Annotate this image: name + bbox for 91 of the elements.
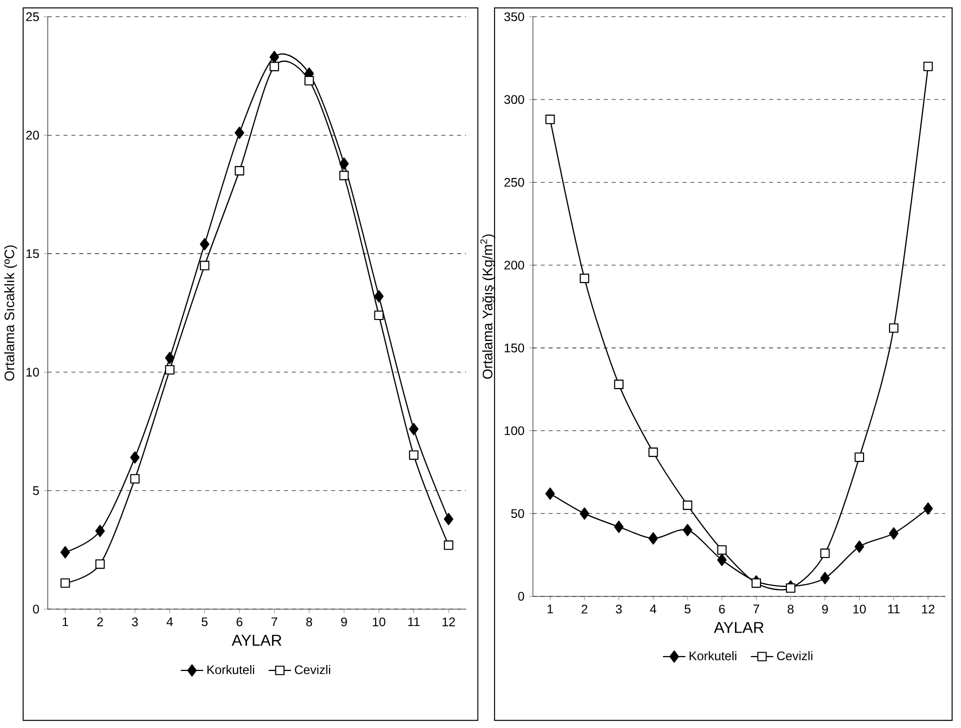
x-tick-label: 7	[272, 617, 278, 626]
legend-label: Korkuteli	[690, 651, 736, 660]
y-axis-title: Ortalama Yağış (Kg/m$^{2}$)	[480, 234, 496, 379]
x-tick-label: 12	[442, 617, 455, 626]
y-axis-title: Ortalama Sıcaklık (ºC)	[4, 245, 18, 381]
point	[130, 474, 140, 484]
point	[200, 238, 210, 250]
point	[923, 502, 933, 515]
point	[752, 578, 761, 588]
x-tick-label: 9	[341, 617, 347, 626]
x-tick-label: 5	[684, 604, 691, 614]
point	[648, 532, 658, 544]
point	[165, 352, 175, 364]
point	[682, 524, 692, 536]
point	[854, 540, 864, 553]
point	[545, 114, 555, 124]
point	[786, 583, 796, 593]
legend-label: Cevizli	[294, 664, 330, 674]
y-tick-label: 20	[26, 130, 39, 140]
point	[444, 540, 454, 550]
point	[682, 500, 692, 510]
y-tick-label: 0	[32, 604, 39, 614]
y-tick-label: 15	[26, 249, 39, 258]
point	[234, 166, 244, 176]
point	[304, 76, 314, 86]
y-tick-label: 5	[32, 486, 39, 495]
point	[339, 170, 349, 180]
point	[614, 380, 624, 389]
point	[923, 62, 933, 72]
x-tick-label: 1	[62, 617, 68, 626]
x-tick-label: 8	[788, 604, 794, 614]
x-tick-label: 4	[166, 617, 173, 626]
point	[545, 487, 555, 500]
point	[580, 507, 590, 520]
point	[580, 274, 590, 284]
x-tick-label: 12	[922, 604, 934, 614]
point	[165, 364, 174, 374]
point	[408, 422, 418, 436]
point	[614, 520, 624, 533]
point	[854, 452, 864, 462]
x-tick-label: 2	[97, 617, 103, 626]
y-tick-label: 350	[504, 12, 524, 22]
point	[820, 548, 830, 558]
point	[60, 546, 70, 558]
point	[95, 559, 105, 569]
x-tick-label: 7	[753, 604, 760, 614]
point	[888, 323, 898, 333]
x-tick-label: 10	[853, 604, 866, 614]
x-tick-label: 1	[548, 604, 553, 614]
point	[339, 157, 349, 170]
x-tick-label: 2	[582, 604, 588, 614]
point	[820, 572, 830, 584]
x-tick-label: 8	[306, 617, 312, 626]
point	[95, 524, 105, 538]
point	[374, 310, 384, 320]
point	[717, 545, 727, 555]
y-tick-label: 200	[504, 260, 524, 270]
y-tick-label: 50	[511, 509, 524, 518]
x-tick-label: 5	[202, 617, 208, 626]
point	[270, 62, 280, 72]
x-tick-label: 6	[236, 617, 242, 626]
point	[200, 260, 210, 270]
point	[60, 578, 70, 588]
point	[130, 451, 140, 464]
x-tick-label: 11	[888, 604, 900, 614]
x-tick-label: 3	[616, 604, 622, 614]
y-tick-label: 25	[26, 12, 39, 22]
x-tick-label: 6	[719, 604, 725, 614]
x-tick-label: 9	[822, 604, 828, 614]
y-tick-label: 250	[504, 178, 524, 187]
y-tick-label: 10	[26, 368, 39, 376]
point	[648, 447, 658, 457]
x-tick-label: 3	[132, 617, 138, 626]
y-tick-label: 0	[518, 592, 524, 601]
x-tick-label: 4	[650, 604, 656, 614]
y-tick-label: 300	[504, 95, 524, 104]
legend-label: Korkuteli	[207, 664, 254, 674]
point	[374, 290, 384, 302]
point	[409, 450, 418, 460]
point	[444, 512, 454, 526]
y-tick-label: 150	[504, 343, 524, 352]
x-axis-title: AYLAR	[232, 634, 282, 646]
x-tick-label: 10	[372, 617, 386, 626]
y-tick-label: 100	[504, 426, 524, 436]
x-axis-title: AYLAR	[714, 622, 764, 633]
point	[270, 50, 280, 64]
x-tick-label: 11	[408, 617, 420, 626]
point	[717, 554, 727, 566]
legend-label: Cevizli	[777, 651, 812, 660]
point	[234, 126, 244, 139]
point	[888, 527, 898, 540]
